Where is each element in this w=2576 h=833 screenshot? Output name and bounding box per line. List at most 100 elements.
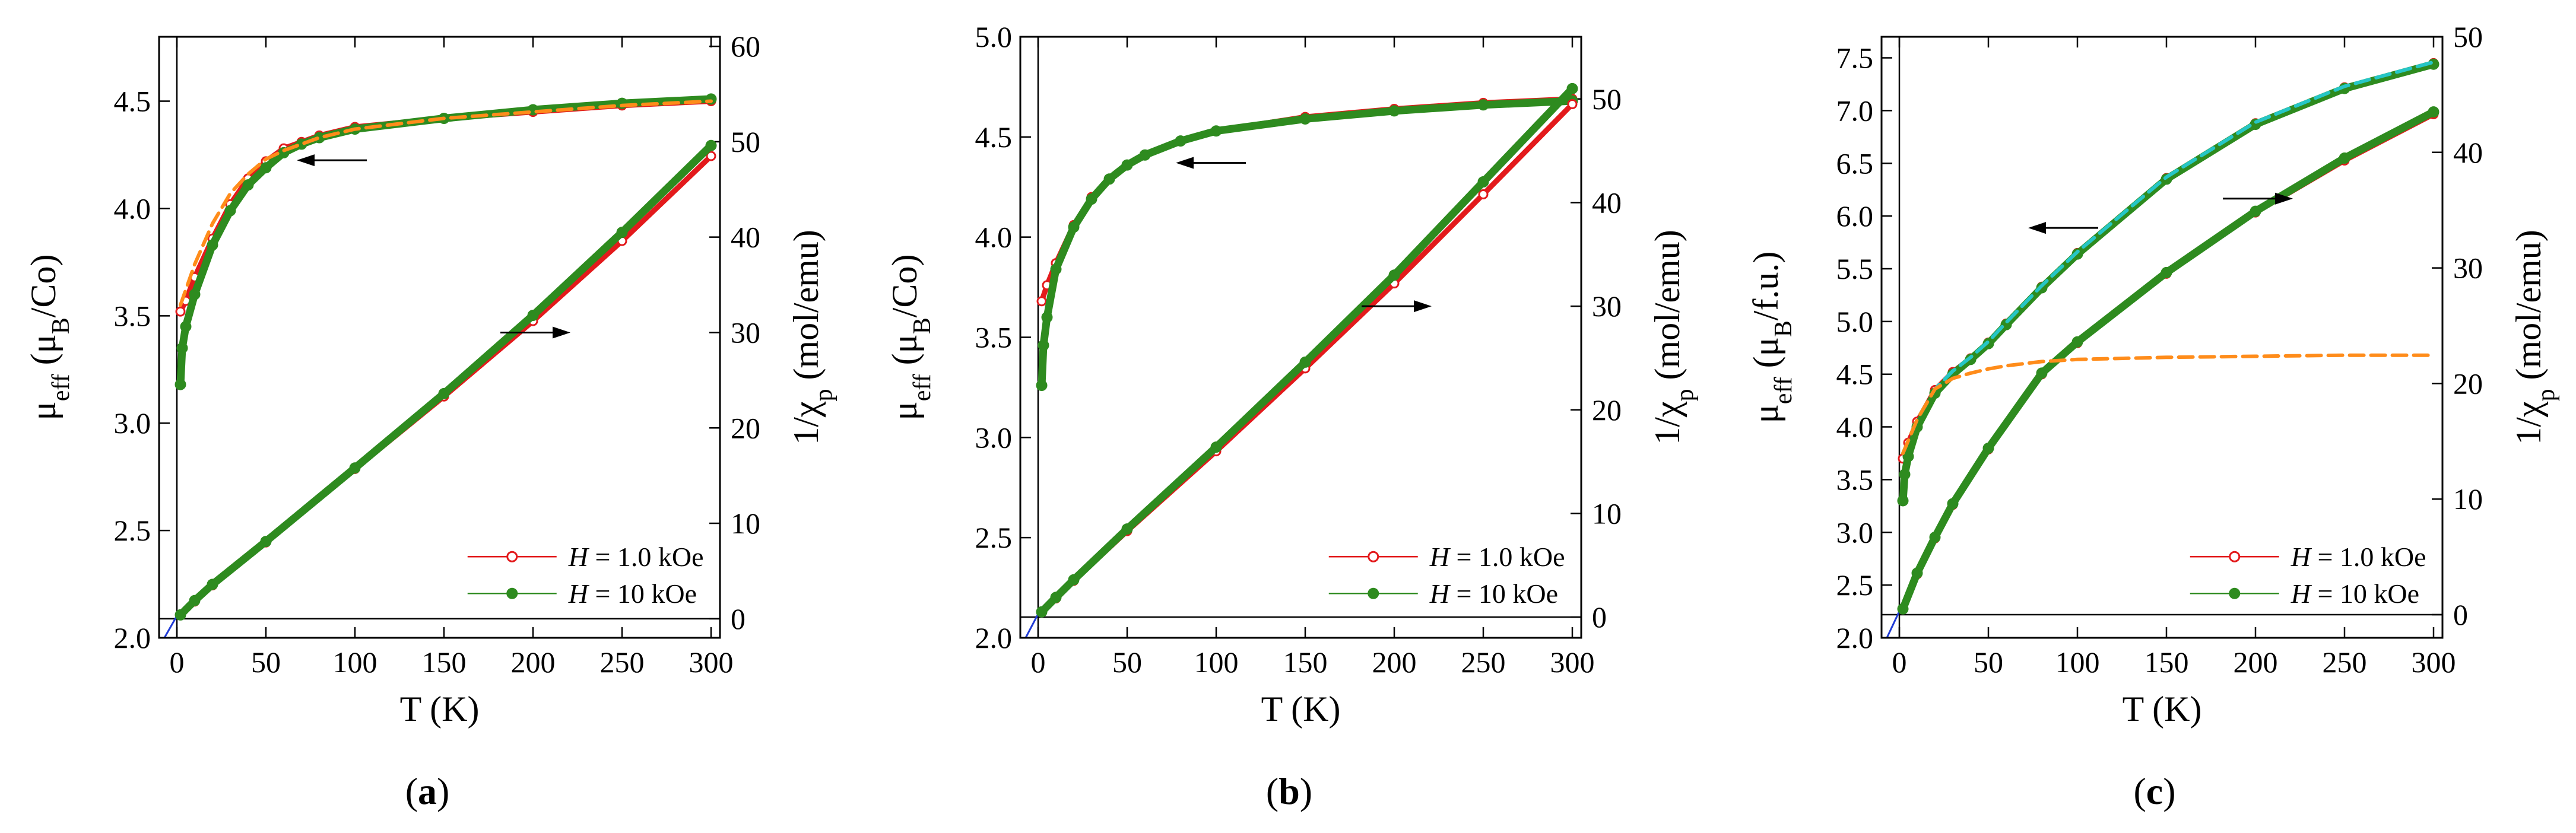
- x-tick-label: 100: [2055, 646, 2100, 679]
- series-line: [1900, 112, 2437, 612]
- data-point: [1477, 176, 1489, 188]
- x-tick-label: 200: [511, 646, 556, 679]
- right-tick-label: 10: [2453, 482, 2483, 516]
- data-point: [1121, 523, 1133, 535]
- data-point: [1175, 135, 1187, 147]
- left-tick-label: 5.0: [1836, 305, 1874, 338]
- right-tick-label: 50: [731, 125, 760, 158]
- left-tick-label: 4.0: [114, 192, 151, 225]
- x-tick-label: 100: [1194, 646, 1239, 679]
- series-line: [177, 98, 714, 314]
- left-arrow: [2028, 222, 2098, 234]
- legend-marker: [1368, 587, 1379, 599]
- series-line: [1900, 60, 2437, 462]
- left-tick-label: 4.0: [975, 221, 1013, 254]
- right-tick-label: 30: [2453, 252, 2483, 285]
- x-axis-label: T (K): [400, 689, 480, 729]
- left-tick-label: 4.5: [975, 120, 1013, 154]
- data-point: [2250, 205, 2261, 217]
- data-point: [2036, 367, 2048, 379]
- legend-label: H = 1.0 kOe: [568, 542, 704, 572]
- data-point: [207, 578, 218, 590]
- legend-marker: [2229, 551, 2241, 562]
- legend-label: H = 1.0 kOe: [2291, 542, 2426, 572]
- legend: H = 1.0 kOe H = 10 kOe: [2190, 542, 2426, 609]
- x-tick-label: 250: [600, 646, 645, 679]
- data-point: [260, 536, 272, 548]
- left-tick-label: 4.5: [1836, 358, 1874, 391]
- series-line: [1899, 108, 2438, 613]
- left-tick-label: 2.0: [975, 621, 1013, 654]
- left-tick-label: 3.0: [975, 421, 1013, 454]
- series-line: [179, 99, 713, 307]
- data-point: [1103, 173, 1115, 185]
- data-point: [1911, 567, 1923, 579]
- data-point: [1210, 441, 1222, 453]
- plot-frame: [158, 36, 721, 639]
- data-point: [2428, 106, 2439, 118]
- x-tick-label: 100: [333, 646, 377, 679]
- data-point: [1036, 296, 1047, 307]
- right-tick-label: 30: [731, 316, 760, 349]
- panel-label: (a): [405, 770, 450, 812]
- data-point: [1899, 469, 1911, 481]
- left-tick-label: 4.5: [114, 85, 151, 118]
- legend-marker: [1368, 551, 1379, 562]
- legend-marker: [2229, 587, 2241, 599]
- left-tick-label: 7.0: [1836, 94, 1874, 127]
- data-point: [1567, 99, 1578, 110]
- right-tick-label: 10: [1592, 497, 1622, 530]
- data-point: [1897, 603, 1909, 615]
- right-axis-label: 1/χp (mol/emu): [786, 230, 837, 445]
- right-tick-label: 0: [1592, 600, 1607, 634]
- data-point: [260, 162, 272, 174]
- data-point: [224, 205, 236, 217]
- x-tick-label: 150: [2144, 646, 2189, 679]
- legend-label: H = 10 kOe: [1429, 578, 1558, 609]
- legend-label: H = 10 kOe: [2291, 578, 2419, 609]
- x-tick-label: 250: [2323, 646, 2367, 679]
- x-tick-label: 250: [1461, 646, 1506, 679]
- right-tick-label: 30: [1592, 290, 1622, 323]
- data-point: [1388, 105, 1400, 117]
- data-point: [1947, 498, 1959, 510]
- data-point: [706, 151, 716, 161]
- series-line: [176, 95, 715, 389]
- x-tick-label: 300: [2412, 646, 2456, 679]
- left-tick-label: 2.5: [975, 521, 1013, 554]
- panel-b: 0 50 100 150 200 250 300 2.0 2.5 3.0 3.5 4.0 4.5 5.0 0…: [885, 20, 1699, 812]
- series-line: [1901, 353, 2435, 455]
- panel-label: (c): [2133, 770, 2175, 812]
- left-tick-label: 7.5: [1836, 42, 1874, 75]
- legend: H = 1.0 kOe H = 10 kOe: [1328, 542, 1565, 609]
- x-axis-label: T (K): [2123, 689, 2202, 729]
- left-tick-label: 3.5: [1836, 463, 1874, 496]
- data-point: [1566, 82, 1578, 94]
- data-point: [189, 288, 201, 300]
- data-point: [1041, 311, 1053, 323]
- data-point: [1388, 269, 1400, 281]
- data-point: [527, 310, 539, 322]
- legend-marker: [506, 551, 518, 562]
- extrapolation-line: [1886, 611, 1901, 638]
- x-axis-label: T (K): [1261, 689, 1341, 729]
- left-tick-label: 5.0: [975, 20, 1013, 53]
- data-point: [1068, 221, 1080, 233]
- x-tick-label: 50: [1974, 646, 2003, 679]
- data-point: [616, 227, 628, 239]
- left-tick-label: 2.5: [114, 514, 151, 547]
- x-tick-label: 300: [1550, 646, 1595, 679]
- left-tick-label: 3.0: [1836, 516, 1874, 549]
- left-axis-label: μeff (μB/Co): [885, 255, 936, 421]
- x-tick-label: 0: [170, 646, 185, 679]
- data-point: [2339, 152, 2350, 164]
- left-tick-label: 6.0: [1836, 199, 1874, 233]
- x-tick-label: 0: [1892, 646, 1907, 679]
- left-tick-label: 3.5: [975, 321, 1013, 354]
- plot-frame: [1880, 36, 2444, 639]
- data-point: [1902, 450, 1914, 462]
- data-point: [1478, 189, 1489, 199]
- series-line: [1901, 60, 2435, 455]
- right-tick-label: 50: [2453, 20, 2483, 53]
